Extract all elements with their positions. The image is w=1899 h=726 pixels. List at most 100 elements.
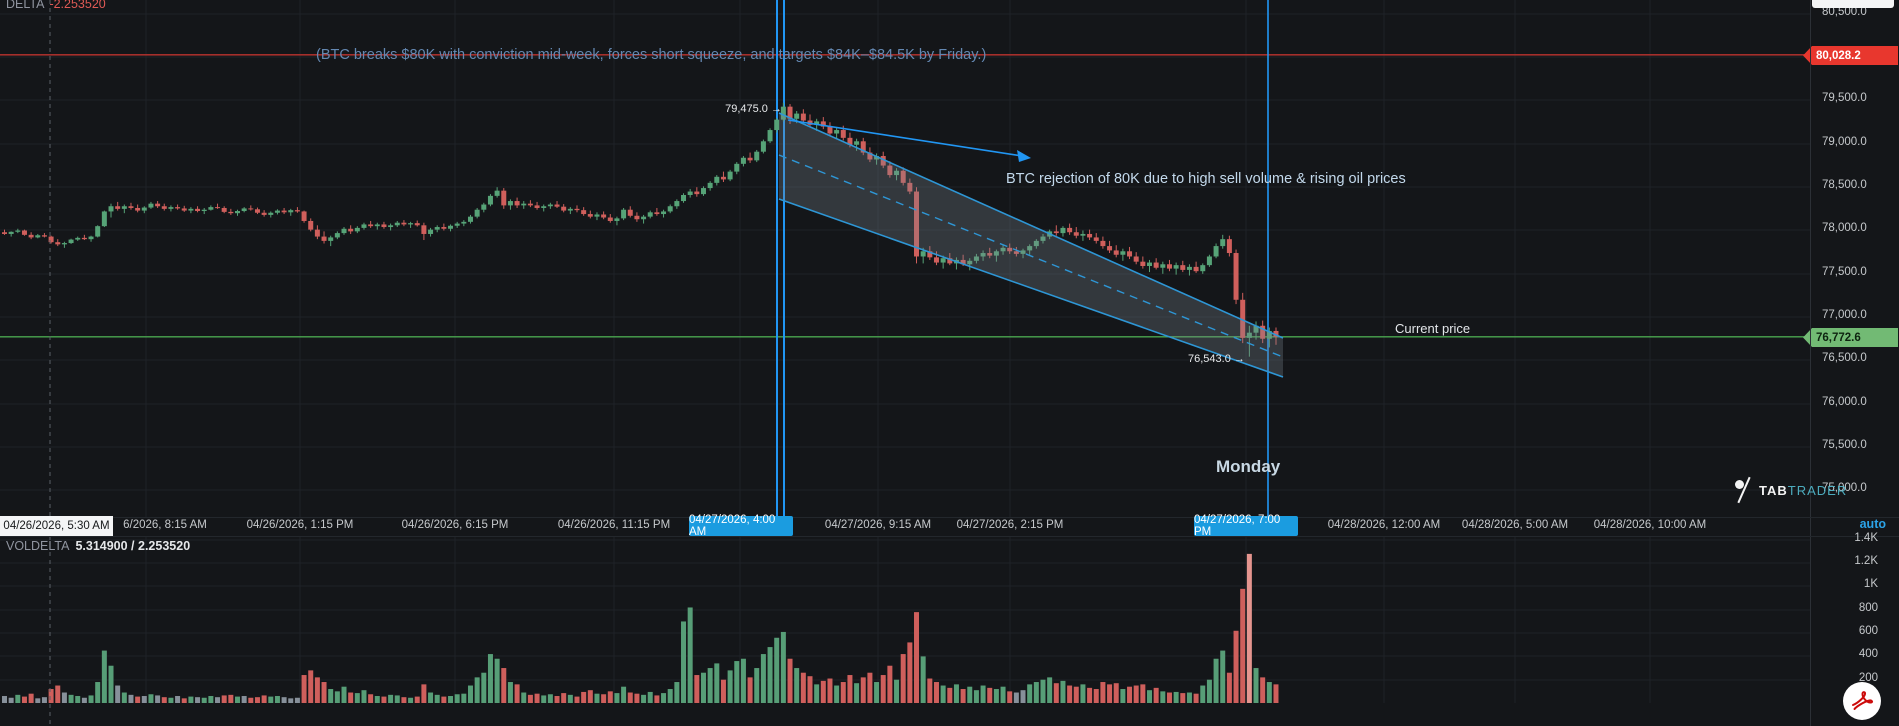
volume-bar xyxy=(35,698,41,703)
volume-bar xyxy=(681,621,687,703)
volume-bar xyxy=(507,682,513,703)
candle-body xyxy=(747,157,753,161)
volume-bar xyxy=(201,697,207,703)
price-axis-label: 78,000.0 xyxy=(1822,222,1867,234)
volume-bar xyxy=(1127,686,1133,703)
time-axis-label: 04/26/2026, 6:15 PM xyxy=(401,519,509,531)
candle-body xyxy=(15,230,21,232)
volume-bar xyxy=(694,675,700,703)
candle-body xyxy=(987,253,993,256)
volume-bar xyxy=(953,684,959,703)
volume-bar xyxy=(354,693,360,703)
volume-bar xyxy=(1020,690,1026,703)
volume-bar xyxy=(641,694,647,703)
candle-body xyxy=(887,165,893,176)
volume-bar xyxy=(547,694,553,703)
time-axis-label: 6/2026, 8:15 AM xyxy=(123,519,207,531)
current-price-annotation[interactable]: Current price xyxy=(1395,321,1471,336)
candle-body xyxy=(654,212,660,215)
candle-body xyxy=(48,236,54,243)
rejection-arrow-line[interactable] xyxy=(787,119,1023,157)
volume-bar xyxy=(448,696,454,703)
pdf-reader-tray-icon[interactable] xyxy=(1843,682,1881,720)
volume-bar xyxy=(381,696,387,703)
volume-bar xyxy=(454,694,460,703)
volume-bar xyxy=(1253,668,1259,703)
volume-bar xyxy=(88,695,94,703)
volume-bar xyxy=(927,678,933,703)
candle-body xyxy=(21,230,27,235)
volume-bar xyxy=(348,692,354,703)
candle-body xyxy=(554,204,560,207)
delta-value: -2.253520 xyxy=(49,0,106,11)
candle-body xyxy=(201,209,207,212)
volume-bar xyxy=(421,684,427,703)
volume-bar xyxy=(661,693,667,703)
volume-bar xyxy=(587,690,593,703)
price-axis-label: 76,500.0 xyxy=(1822,352,1867,364)
time-axis-label: 04/28/2026, 10:00 AM xyxy=(1593,519,1707,531)
volume-bar xyxy=(747,677,753,703)
volume-bar xyxy=(15,694,21,703)
volume-bar xyxy=(1166,692,1172,703)
monday-annotation[interactable]: Monday xyxy=(1216,457,1281,476)
candle-body xyxy=(754,151,760,161)
candle-body xyxy=(274,210,280,213)
candle-body xyxy=(148,203,154,208)
candle-body xyxy=(780,106,786,120)
candle-body xyxy=(254,209,260,213)
candle-body xyxy=(707,182,713,189)
volume-axis-label: 200 xyxy=(1858,672,1878,684)
channel-mid-dashed-line[interactable] xyxy=(778,154,1284,358)
volume-bar xyxy=(81,697,87,703)
channel-fill[interactable] xyxy=(779,113,1283,377)
volume-bar xyxy=(541,695,547,703)
crosshair-date-tag: 04/26/2026, 5:30 AM xyxy=(0,516,113,536)
candle-body xyxy=(108,206,114,212)
volume-bar xyxy=(1000,686,1006,703)
candle-body xyxy=(827,126,833,134)
volume-bar xyxy=(288,698,294,703)
volume-bar xyxy=(428,692,434,703)
candle-body xyxy=(448,225,454,229)
volume-bar xyxy=(268,696,274,703)
volume-bar xyxy=(1067,685,1073,703)
volume-bar xyxy=(627,692,633,703)
volume-bar xyxy=(135,696,141,703)
candle-body xyxy=(574,208,580,211)
volume-bar xyxy=(474,677,480,703)
axis-separator-line xyxy=(1810,0,1811,726)
volume-bar xyxy=(1013,692,1019,703)
volume-bar xyxy=(874,682,880,703)
candle-body xyxy=(794,113,800,119)
volume-bar xyxy=(933,682,939,703)
channel-top-line[interactable] xyxy=(778,112,1284,339)
volume-bar xyxy=(188,696,194,703)
breakout-annotation-text[interactable]: (BTC breaks $80K with conviction mid-wee… xyxy=(316,47,987,63)
volume-bar xyxy=(1007,691,1013,703)
candle-body xyxy=(181,208,187,211)
candle-body xyxy=(1133,256,1139,262)
candle-body xyxy=(687,191,693,195)
candle-body xyxy=(1060,227,1066,234)
candle-body xyxy=(814,121,820,125)
volume-bar xyxy=(987,687,993,703)
channel-bottom-line[interactable] xyxy=(778,198,1284,378)
candle-body xyxy=(920,251,926,257)
volume-bar xyxy=(820,680,826,703)
candle-body xyxy=(1007,247,1013,252)
volume-bar xyxy=(441,696,447,703)
candle-body xyxy=(121,206,127,209)
auto-scale-button[interactable]: auto xyxy=(1859,517,1886,531)
candle-body xyxy=(1206,256,1212,266)
volume-bar xyxy=(195,697,201,703)
rejection-annotation-text[interactable]: BTC rejection of 80K due to high sell vo… xyxy=(1006,171,1406,187)
volume-bar xyxy=(1053,683,1059,703)
price-axis-label: 75,000.0 xyxy=(1822,482,1867,494)
candle-body xyxy=(2,232,7,234)
candle-body xyxy=(874,156,880,160)
volume-bar xyxy=(1260,677,1266,703)
volume-bar xyxy=(1140,684,1146,703)
candle-body xyxy=(28,234,34,238)
